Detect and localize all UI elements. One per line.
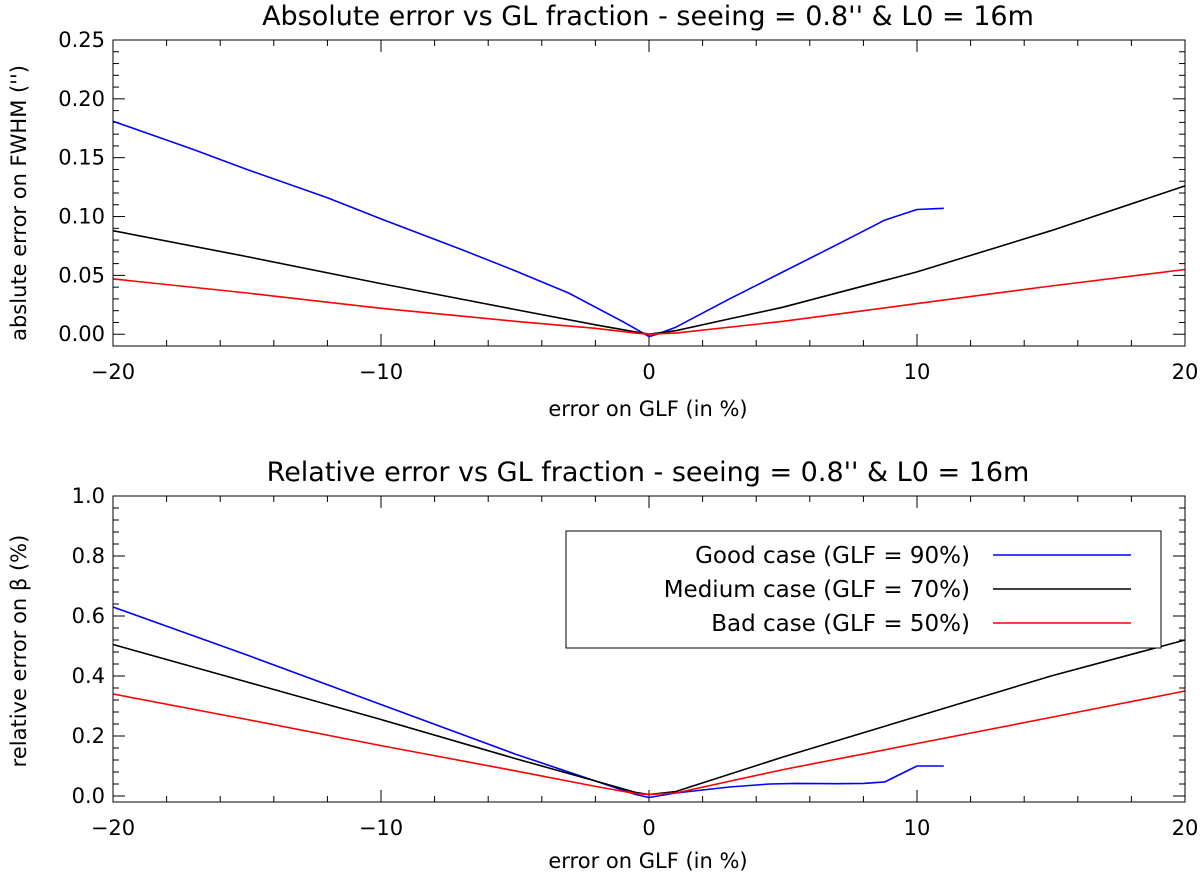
y-tick-label: 0.8 (72, 544, 105, 568)
y-tick-label: 0.20 (58, 87, 105, 111)
y-tick-label: 0.15 (58, 146, 105, 170)
relative-error-panel: Relative error vs GL fraction - seeing =… (7, 457, 1198, 873)
axis-tick-labels: −20 −10 0 10 20 0.00 0.05 0.10 0.15 0.20 0.25 (58, 28, 1198, 384)
y-tick-label: 0.0 (72, 784, 105, 808)
series-line-good (112, 120, 944, 338)
legend-label-bad: Bad case (GLF = 50%) (711, 611, 970, 637)
series-line-bad (112, 690, 1186, 796)
axis-tick-labels: −20 −10 0 10 20 0.0 0.2 0.4 0.6 0.8 1.0 (72, 484, 1199, 840)
y-tick-label: 0.05 (58, 263, 105, 287)
x-tick-label: 10 (904, 360, 931, 384)
x-tick-label: 10 (904, 816, 931, 840)
x-axis-label: error on GLF (in %) (548, 397, 747, 421)
x-tick-label: −10 (359, 360, 403, 384)
legend: Good case (GLF = 90%) Medium case (GLF =… (565, 530, 1162, 649)
series-line-good (112, 606, 944, 799)
legend-label-good: Good case (GLF = 90%) (695, 543, 970, 569)
x-tick-label: 20 (1172, 816, 1199, 840)
y-tick-label: 0.2 (72, 724, 105, 748)
x-axis-label: error on GLF (in %) (548, 849, 747, 873)
x-tick-label: 0 (642, 816, 655, 840)
panel-title: Relative error vs GL fraction - seeing =… (267, 457, 1030, 488)
y-tick-label: 0.25 (58, 28, 105, 52)
x-tick-label: −20 (91, 360, 135, 384)
y-tick-label: 0.00 (58, 322, 105, 346)
y-axis-label: relative error on β (%) (7, 535, 31, 768)
x-tick-label: 0 (642, 360, 655, 384)
y-axis-label: abslute error on FWHM ('') (7, 65, 31, 341)
y-tick-label: 0.4 (72, 664, 105, 688)
x-tick-label: 20 (1172, 360, 1199, 384)
panel-title: Absolute error vs GL fraction - seeing =… (262, 1, 1034, 32)
x-tick-label: −20 (91, 816, 135, 840)
y-tick-label: 0.10 (58, 205, 105, 229)
absolute-error-panel: Absolute error vs GL fraction - seeing =… (7, 1, 1198, 421)
axis-ticks (112, 39, 1186, 346)
y-tick-label: 1.0 (72, 484, 105, 508)
series-lines (112, 606, 1186, 799)
y-tick-label: 0.6 (72, 604, 105, 628)
plot-frame (112, 39, 1186, 347)
plot-frame (112, 495, 1186, 803)
series-line-bad (112, 268, 1186, 336)
x-tick-label: −10 (359, 816, 403, 840)
legend-label-medium: Medium case (GLF = 70%) (664, 577, 970, 603)
series-lines (112, 120, 1186, 338)
